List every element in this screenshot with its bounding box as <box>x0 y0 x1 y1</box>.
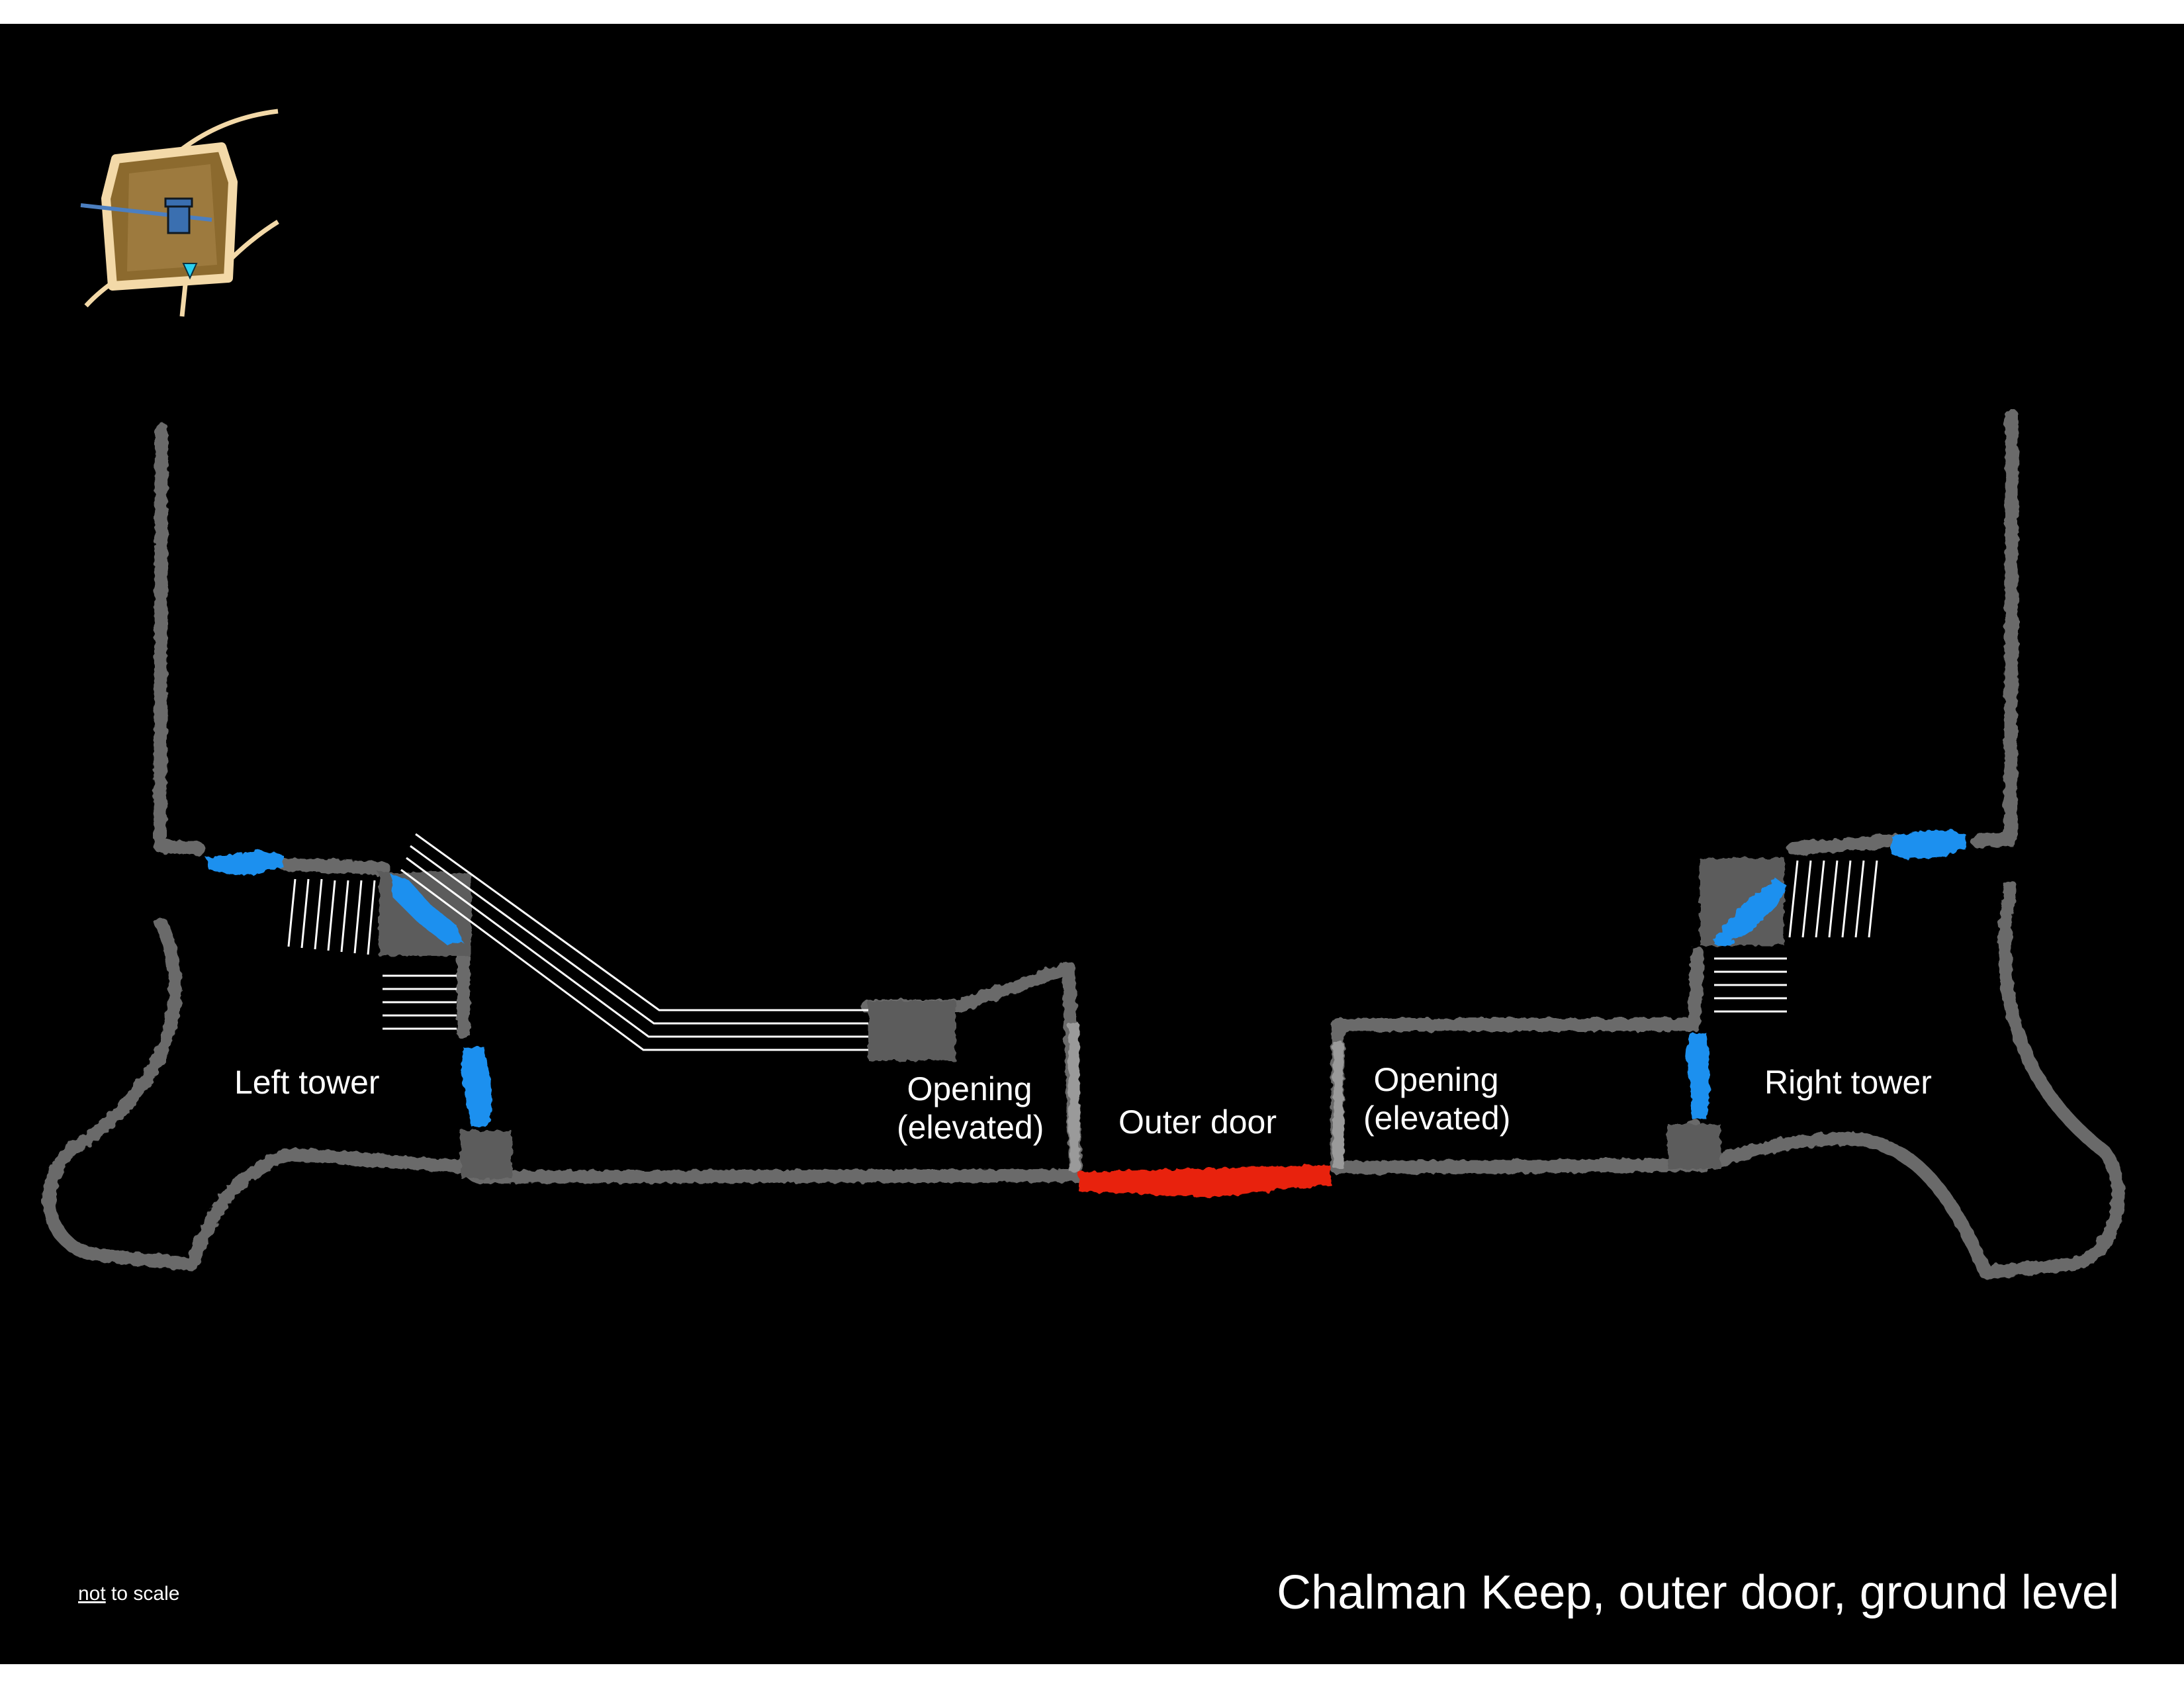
outer-door-label: Outer door <box>1118 1103 1277 1141</box>
scale-note: not to scale <box>78 1582 179 1606</box>
opening-left-line2: (elevated) <box>897 1109 1044 1146</box>
guard-icon <box>206 850 283 875</box>
opening-right-line1: Opening <box>1373 1061 1499 1098</box>
stairs <box>287 833 1878 1051</box>
opening-right-line2: (elevated) <box>1363 1100 1511 1137</box>
guard-icon <box>1686 1033 1710 1119</box>
right-tower-label: Right tower <box>1764 1064 1932 1101</box>
outer-walls <box>42 409 2125 1279</box>
outer-door <box>1077 1165 1332 1197</box>
position-marker-icon <box>182 263 198 280</box>
minimap-icon <box>80 109 279 317</box>
opening-left-line1: Opening <box>907 1070 1032 1107</box>
guard-icon <box>1891 830 1967 859</box>
guard-icon <box>390 874 463 945</box>
guard-icon <box>1713 879 1787 947</box>
keep-floorplan <box>42 109 2125 1279</box>
scale-note-rest: to scale <box>105 1583 180 1605</box>
guard-icon <box>461 1046 492 1127</box>
map-canvas: Left tower Right tower Opening (elevated… <box>0 24 2184 1664</box>
keep-tower-icon <box>164 197 193 234</box>
scale-note-emph: not <box>78 1583 106 1605</box>
guard-icon-group <box>206 830 1967 1127</box>
opening-edges <box>1068 1022 1343 1172</box>
map-title: Chalman Keep, outer door, ground level <box>1277 1566 2119 1619</box>
left-tower-label: Left tower <box>234 1064 380 1101</box>
opening-right-label: Opening (elevated) <box>1363 1060 1511 1137</box>
opening-left-label: Opening (elevated) <box>897 1070 1044 1147</box>
